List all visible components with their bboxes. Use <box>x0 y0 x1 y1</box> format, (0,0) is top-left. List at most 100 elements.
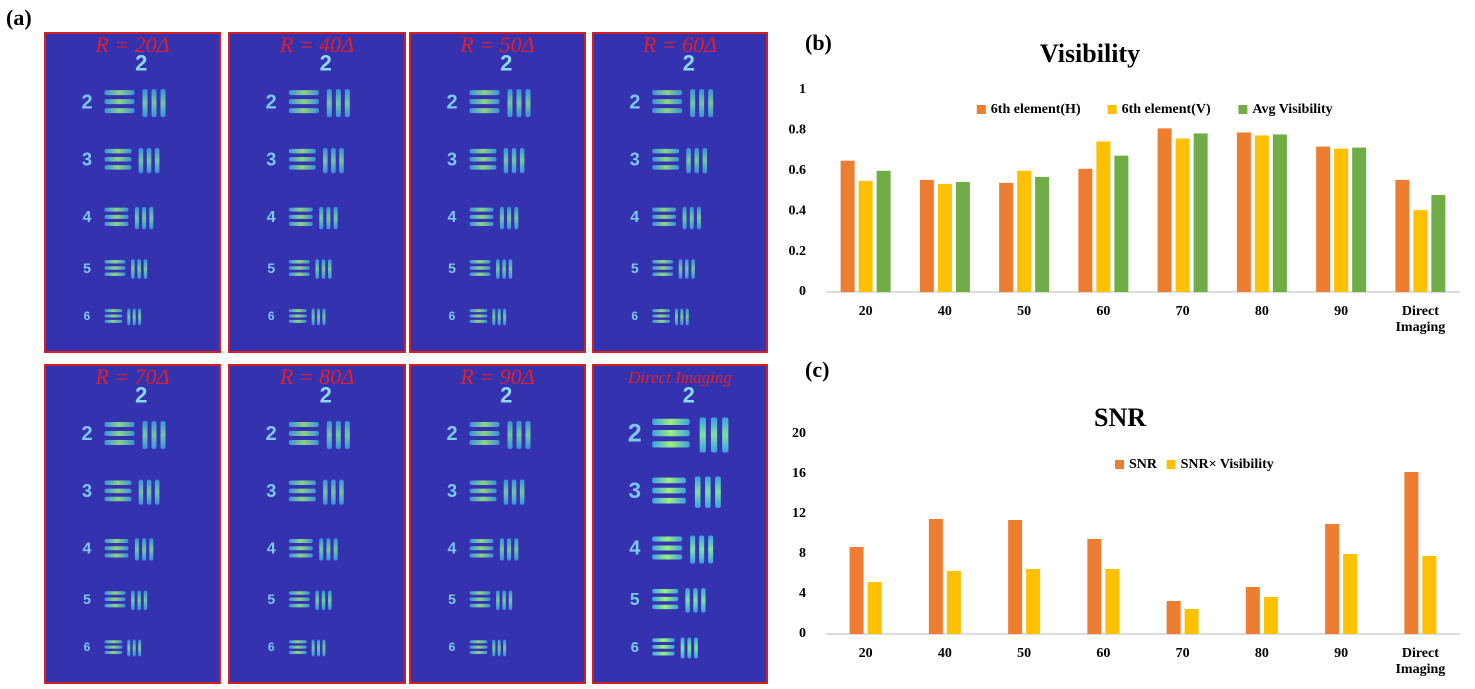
bar <box>1087 539 1102 634</box>
target-bar-v <box>142 538 147 561</box>
x-tick-label: 80 <box>1254 304 1269 319</box>
target-bar-h <box>104 645 123 649</box>
target-bar-v <box>699 535 705 564</box>
target-bar-v <box>344 89 350 118</box>
bar <box>1395 179 1410 292</box>
target-bar-v <box>693 588 698 613</box>
target-bar-v <box>137 590 141 611</box>
target-bar-v <box>686 148 691 174</box>
target-bar-h <box>104 488 132 494</box>
x-tick-label: 20 <box>858 646 873 661</box>
bar <box>999 182 1014 292</box>
target-bar-v <box>694 637 698 659</box>
target-bar-h <box>469 309 488 313</box>
target-bar-h <box>469 319 488 323</box>
target-bar-h <box>104 207 129 212</box>
target-bar-h <box>288 480 316 485</box>
x-tick-label: Direct Imaging <box>1395 646 1446 677</box>
target-bar-h <box>652 441 690 448</box>
target-digit: 5 <box>630 589 640 609</box>
target-bar-h <box>288 207 313 212</box>
legend-swatch <box>976 105 986 114</box>
target-bar-h <box>104 603 126 608</box>
target-bar-h <box>652 487 686 494</box>
target-digit: 2 <box>135 50 147 75</box>
legend-label: Avg Visibility <box>1252 102 1332 117</box>
target-bar-v <box>516 89 522 118</box>
bar <box>1105 569 1120 634</box>
target-bar-h <box>652 638 675 643</box>
image-label: R = 90Δ <box>459 364 534 389</box>
target-bar-h <box>652 157 680 162</box>
target-bar-v <box>311 308 315 326</box>
bar <box>1193 133 1208 292</box>
target-bar-v <box>154 148 160 174</box>
target-bar-h <box>469 603 491 608</box>
target-bar-h <box>288 651 307 655</box>
x-tick-label: 60 <box>1096 646 1111 661</box>
y-tick-label: 12 <box>792 506 806 521</box>
target-bar-h <box>288 421 319 427</box>
target-bar-h <box>104 165 132 170</box>
target-bar-h <box>288 539 313 544</box>
target-digit: 2 <box>320 50 332 75</box>
target-bar-v <box>690 535 696 564</box>
target-bar-h <box>104 148 132 154</box>
target-bar-v <box>689 206 694 230</box>
bar <box>1413 210 1428 292</box>
target-bar-h <box>469 539 494 544</box>
legend-swatch <box>1115 460 1124 469</box>
target-bar-v <box>317 639 321 657</box>
target-bar-h <box>288 259 310 264</box>
target-bar-v <box>503 639 507 657</box>
target-digit: 3 <box>630 149 640 169</box>
y-tick-label: 16 <box>792 466 806 481</box>
bar <box>1343 554 1358 634</box>
target-bar-h <box>652 148 680 154</box>
target-bar-h <box>104 222 129 227</box>
target-bar-h <box>469 496 497 502</box>
target-bar-h <box>288 272 310 277</box>
y-tick-label: 0.6 <box>789 163 807 178</box>
image-tile <box>409 364 586 684</box>
target-bar-v <box>503 479 509 505</box>
target-bar-h <box>652 596 679 602</box>
target-bar-v <box>696 206 701 230</box>
x-tick-label: 40 <box>937 304 952 319</box>
target-bar-h <box>288 591 310 595</box>
target-bar-v <box>311 639 315 657</box>
chart-title: Visibility <box>1040 39 1140 68</box>
target-bar-v <box>690 89 696 118</box>
target-digit: 4 <box>630 209 639 226</box>
target-bar-v <box>131 259 135 279</box>
target-bar-v <box>326 206 331 230</box>
bar <box>1184 609 1199 634</box>
target-bar-v <box>496 259 500 279</box>
target-bar-h <box>652 645 675 649</box>
bar <box>1175 138 1190 292</box>
bar <box>1017 170 1032 292</box>
bar <box>1422 556 1437 634</box>
target-bar-v <box>137 259 141 279</box>
bar <box>1157 128 1172 292</box>
target-bar-v <box>160 89 166 118</box>
target-digit: 5 <box>631 260 639 276</box>
target-bar-v <box>682 206 687 230</box>
target-bar-v <box>674 308 678 326</box>
target-bar-v <box>127 308 131 326</box>
target-bar-v <box>134 538 139 561</box>
target-bar-v <box>503 148 509 174</box>
target-bar-v <box>322 639 326 657</box>
image-tile <box>228 364 406 684</box>
target-bar-h <box>469 439 500 445</box>
target-bar-h <box>652 588 679 594</box>
target-digit: 3 <box>82 149 92 169</box>
legend-label: SNR <box>1129 457 1158 472</box>
target-bar-h <box>288 157 316 162</box>
target-bar-v <box>507 420 513 449</box>
target-bar-v <box>149 538 154 561</box>
target-bar-v <box>514 538 519 561</box>
target-bar-v <box>710 417 718 453</box>
target-bar-h <box>469 597 491 602</box>
